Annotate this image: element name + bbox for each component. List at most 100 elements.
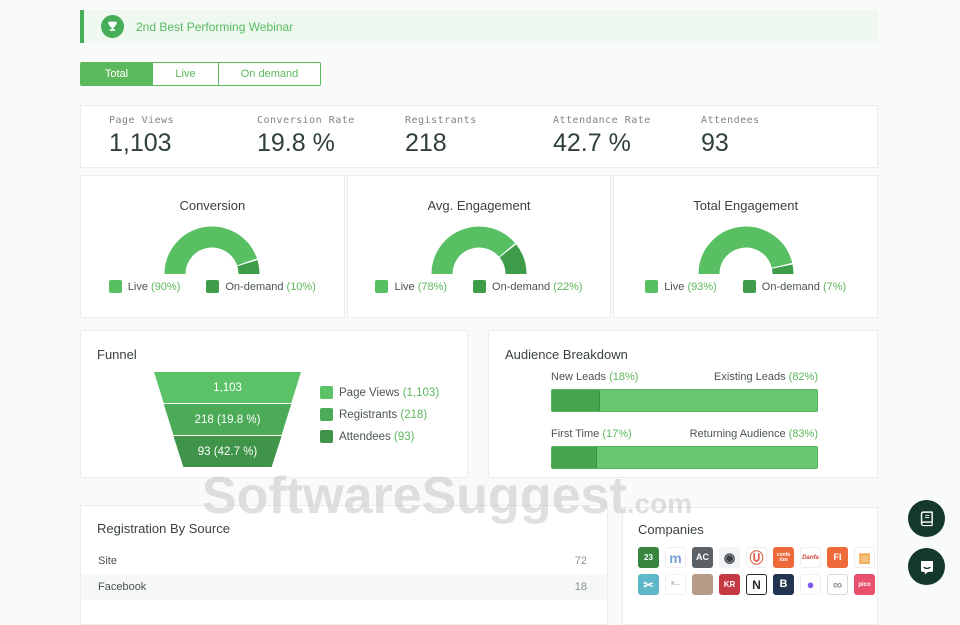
company-logo-weave[interactable]: ▨ (854, 547, 875, 568)
company-logo-fi[interactable]: FI (827, 547, 848, 568)
source-count: 18 (574, 581, 587, 593)
legend-on-demand: On-demand (7%) (742, 280, 847, 293)
stat-value: 1,103 (109, 129, 172, 157)
gauge-title: Conversion (179, 198, 246, 213)
bar-left-label-pct: (17%) (602, 428, 632, 440)
chat-button[interactable] (908, 548, 945, 585)
gauge-title: Total Engagement (693, 198, 799, 213)
company-logo-meetup[interactable]: m (665, 547, 686, 568)
legend-on-demand-value: (7%) (822, 280, 847, 293)
gauge-card-avg-engagement: Avg. Engagement Live (78%) On-demand (22%) (346, 175, 612, 318)
company-logo-ac[interactable]: AC (692, 547, 713, 568)
legend-on-demand: On-demand (22%) (473, 280, 583, 293)
company-logo-conferize[interactable]: confe rize (773, 547, 794, 568)
stat-label: Registrants (405, 115, 477, 126)
legend-live: Live (78%) (375, 280, 447, 293)
funnel-legend: Page Views (1,103) Registrants (218) Atten… (320, 386, 439, 452)
chat-icon (918, 558, 936, 576)
registration-by-source-card: Registration By Source Site 72 Facebook 18 (80, 505, 608, 625)
stat-label: Conversion Rate (257, 115, 355, 126)
gauge-chart (164, 226, 260, 275)
bar-labels: New Leads (18%) Existing Leads (82%) (551, 371, 818, 383)
source-count: 72 (574, 555, 587, 567)
gauge-title: Avg. Engagement (427, 198, 531, 213)
stat-label: Attendance Rate (553, 115, 651, 126)
stat-value: 19.8 % (257, 129, 335, 157)
gauge-legend: Live (93%) On-demand (7%) (645, 280, 846, 293)
funnel-stage-page-views: 1,103 (154, 372, 301, 403)
funnel-chart: 1,103 218 (19.8 %) 93 (42.7 %) (154, 372, 301, 468)
company-logo-infinity-badge[interactable]: ∞ (827, 574, 848, 595)
legend-on-demand-value: (22%) (553, 280, 583, 293)
funnel-legend-registrants-swatch (320, 408, 333, 421)
bar-left-label-pct: (18%) (609, 371, 639, 383)
funnel-legend-attendees-swatch (320, 430, 333, 443)
legend-on-demand-swatch (473, 280, 487, 293)
funnel-stage-registrants: 218 (19.8 %) (163, 404, 292, 435)
company-logo-robot[interactable]: ◉ (719, 547, 740, 568)
legend-on-demand-label: On-demand (22%) (492, 280, 583, 293)
bar-track (551, 389, 818, 412)
company-logo-n-mark[interactable]: N (746, 574, 767, 595)
registration-title: Registration By Source (97, 521, 230, 536)
company-logo-pico[interactable]: pico (854, 574, 875, 595)
tab-live[interactable]: Live (152, 62, 219, 86)
legend-live-swatch (375, 280, 389, 293)
source-name: Facebook (98, 581, 147, 593)
company-logo-scissors[interactable]: ✂ (638, 574, 659, 595)
source-name: Site (98, 555, 117, 567)
company-logo-u-shield[interactable]: Ⓤ (746, 547, 767, 568)
legend-live-label: Live (78%) (394, 280, 448, 293)
funnel-legend-page-views: Page Views (1,103) (320, 386, 439, 399)
legend-on-demand-label: On-demand (7%) (761, 280, 847, 293)
legend-on-demand: On-demand (10%) (206, 280, 316, 293)
funnel-legend-attendees-label: Attendees (93) (339, 430, 415, 443)
banner-text: 2nd Best Performing Webinar (136, 19, 294, 34)
company-logo-b-mark[interactable]: B (773, 574, 794, 595)
company-logo-small-wordmark[interactable]: K… (665, 574, 686, 595)
funnel-legend-registrants-value: (218) (400, 408, 428, 421)
book-icon (918, 510, 935, 527)
funnel-legend-page-views-label: Page Views (1,103) (339, 386, 440, 399)
funnel-legend-page-views-swatch (320, 386, 333, 399)
stats-summary: Page Views 1,103 Conversion Rate 19.8 % Regi… (80, 105, 878, 168)
companies-title: Companies (638, 522, 704, 537)
tab-on-demand[interactable]: On demand (218, 62, 321, 86)
source-row-facebook: Facebook 18 (81, 574, 607, 600)
bar-left-label: First Time (17%) (551, 428, 632, 440)
bar-right-label: Existing Leads (82%) (714, 371, 818, 383)
company-logo-kr[interactable]: KR (719, 574, 740, 595)
source-row-site: Site 72 (81, 548, 607, 574)
bar-fill (552, 390, 600, 411)
gauge-legend: Live (78%) On-demand (22%) (375, 280, 583, 293)
company-logo-twentythree[interactable]: 23 (638, 547, 659, 568)
stat-value: 93 (701, 129, 729, 157)
stat-label: Attendees (701, 115, 760, 126)
company-logo-script-wordmark[interactable]: Danfa (800, 547, 821, 568)
bar-right-label: Returning Audience (83%) (689, 428, 818, 440)
legend-live-value: (78%) (417, 280, 448, 293)
legend-live-value: (93%) (687, 280, 717, 293)
tab-total[interactable]: Total (80, 62, 153, 86)
audience-bar-first-time: First Time (17%) Returning Audience (83%) (551, 428, 818, 469)
stat-value: 42.7 % (553, 129, 631, 157)
company-logo-purple-bubble[interactable]: ● (800, 574, 821, 595)
gauge-chart (431, 226, 527, 275)
funnel-stage-attendees: 93 (42.7 %) (173, 436, 282, 467)
bar-left-label: New Leads (18%) (551, 371, 639, 383)
performance-banner: 2nd Best Performing Webinar (80, 10, 878, 43)
stat-conversion-rate: Conversion Rate 19.8 % (257, 115, 405, 158)
trophy-icon (101, 15, 124, 38)
gauge-card-conversion: Conversion Live (90%) On-demand (10%) (80, 175, 345, 318)
help-docs-button[interactable] (908, 500, 945, 537)
bar-right-label-pct: (83%) (788, 428, 818, 440)
legend-live-label: Live (90%) (127, 280, 181, 293)
legend-on-demand-label: On-demand (10%) (225, 280, 316, 293)
company-logo-person-avatar[interactable] (692, 574, 713, 595)
legend-on-demand-swatch (742, 280, 756, 293)
legend-live: Live (93%) (645, 280, 717, 293)
gauge-chart (698, 226, 794, 275)
legend-live: Live (90%) (108, 280, 181, 293)
legend-live-swatch (645, 280, 659, 293)
